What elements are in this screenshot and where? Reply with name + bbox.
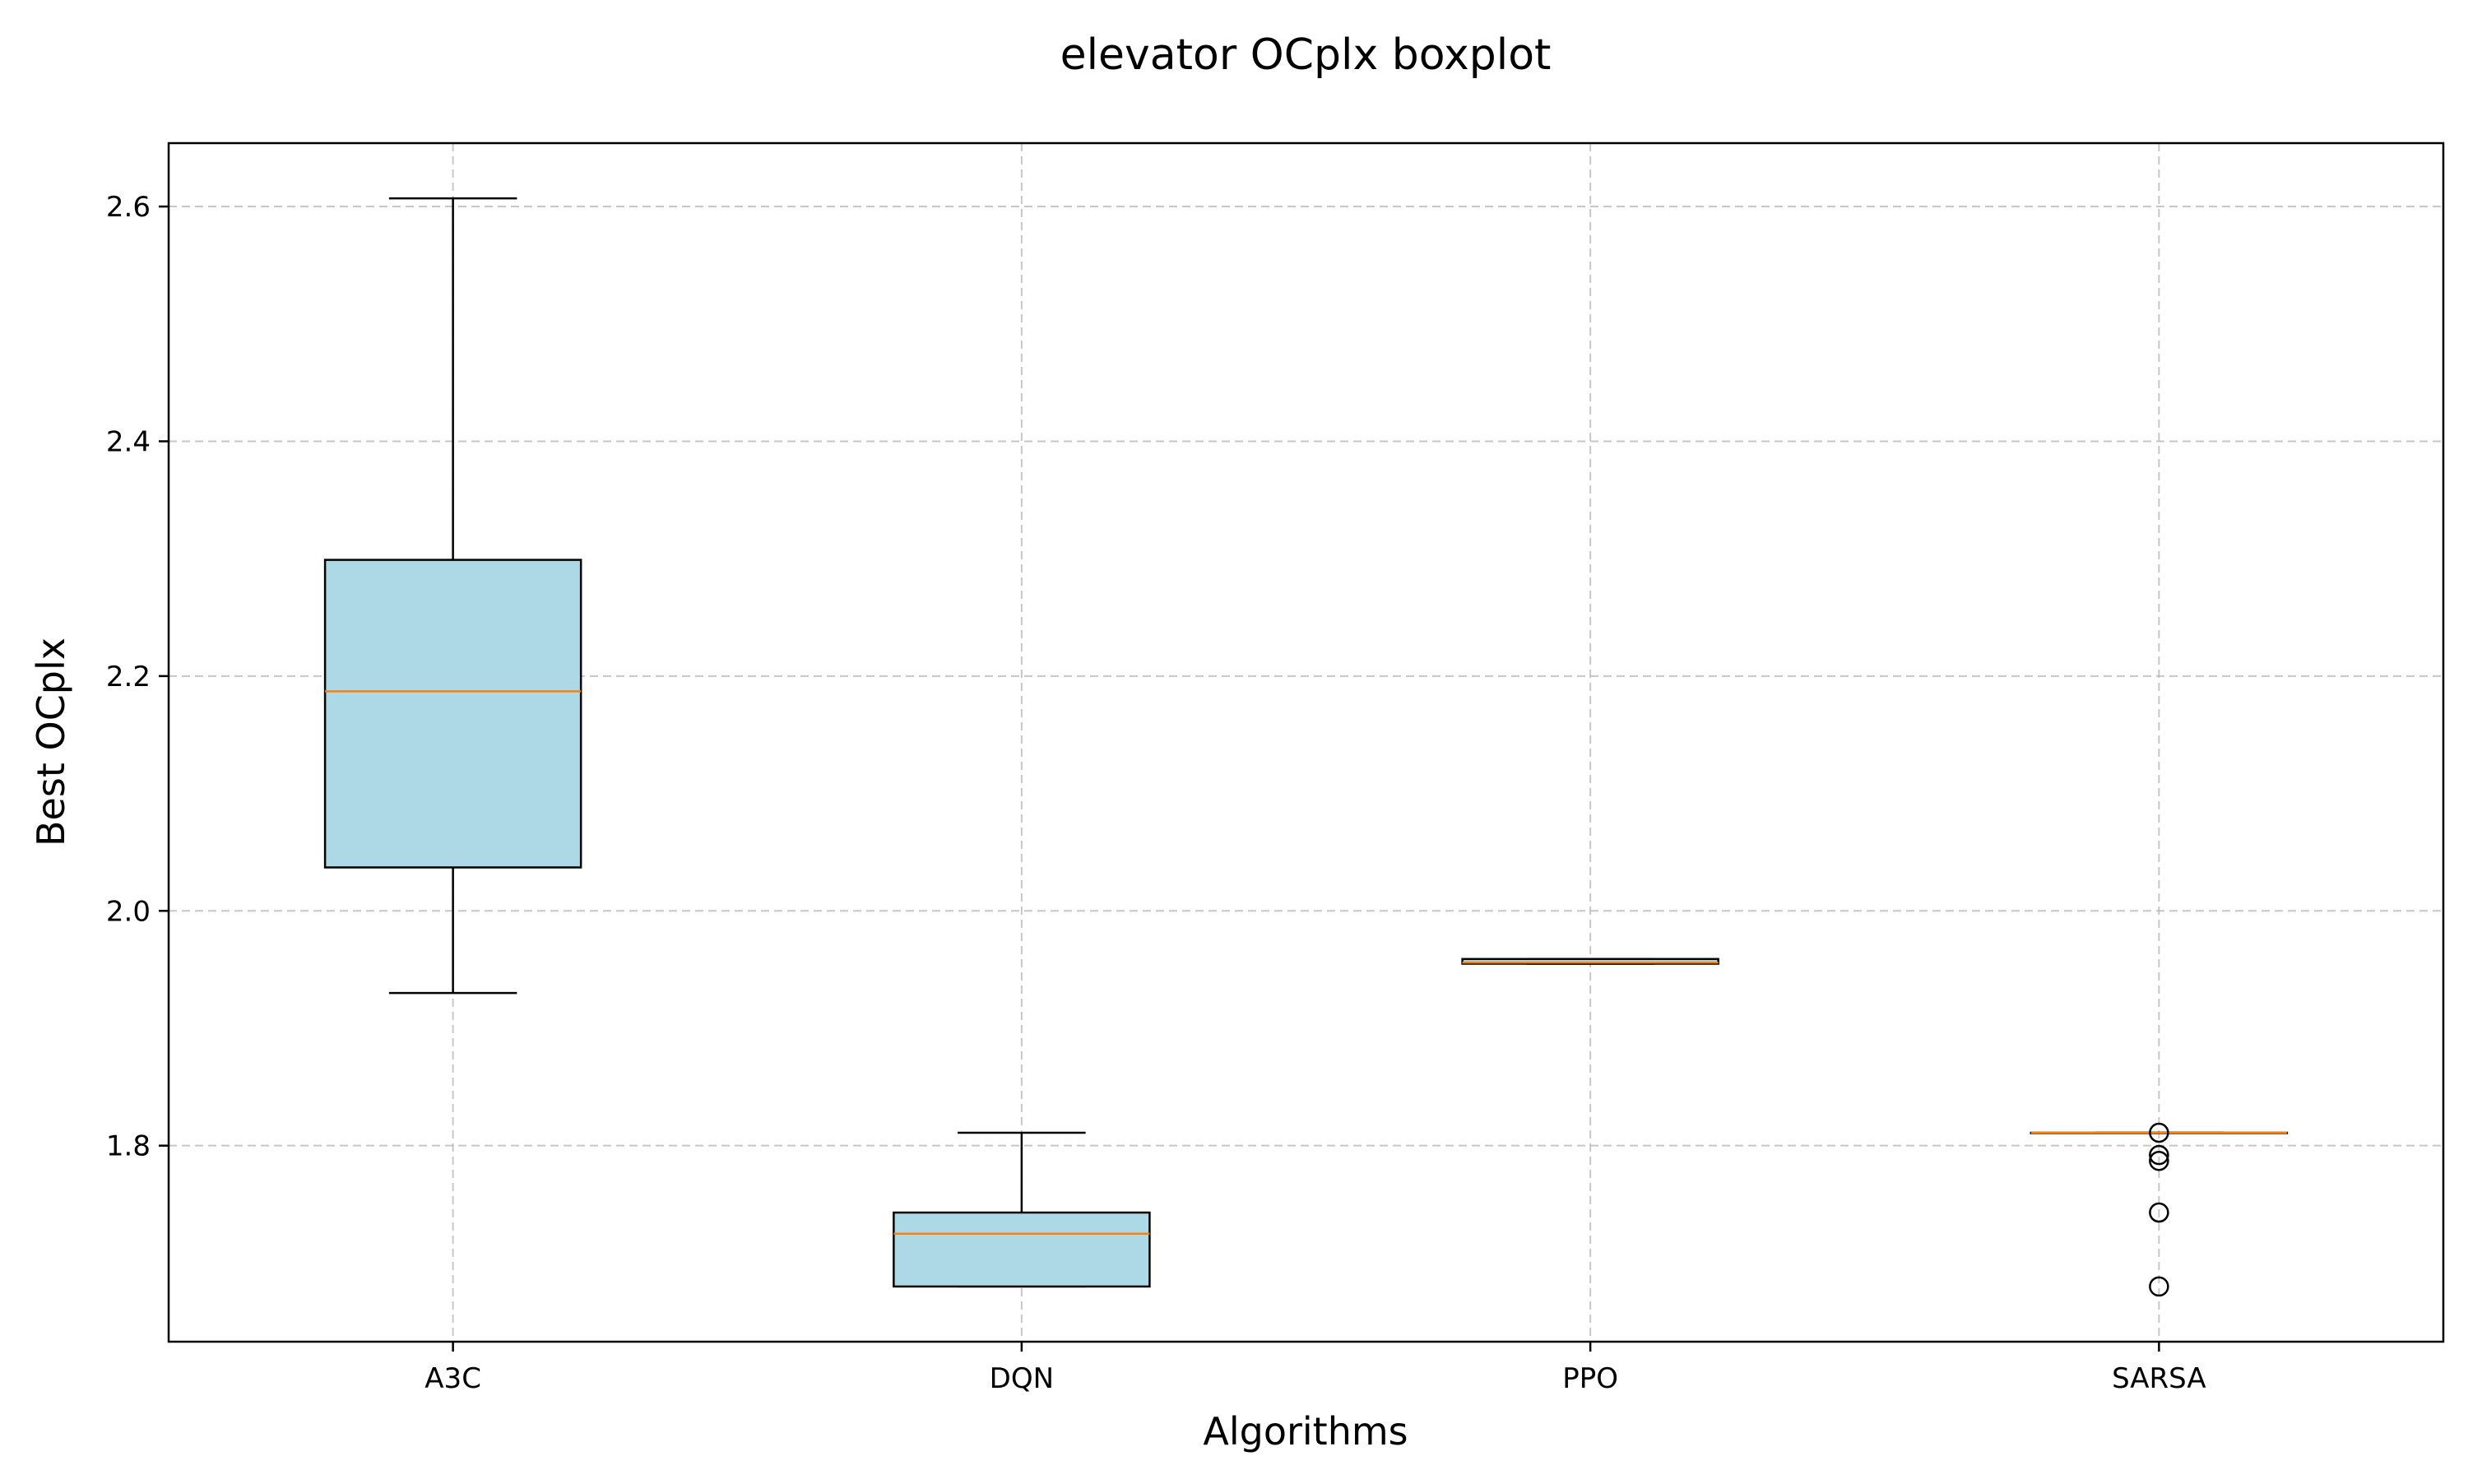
x-tick-label: PPO [1562,1362,1618,1395]
outlier-point [2149,1144,2169,1166]
box-body [893,1211,1151,1288]
grid-layer [169,143,2443,1342]
outlier-point [2149,1122,2169,1143]
box-body [323,559,582,869]
box-group-a3c [323,197,582,995]
tick-layer: 1.8 2.0 2.2 2.4 2.6 A3C DQN PPO SARSA [106,191,2206,1395]
box-group-ppo [1461,958,1719,965]
x-tick-label: DQN [990,1362,1054,1395]
plot-frame [167,141,2445,1343]
box-group-dqn [893,1131,1151,1288]
y-tick-label: 2.0 [106,895,151,928]
y-tick-label: 2.2 [106,661,151,693]
chart-title: elevator OCplx boxplot [1060,30,1552,80]
outlier-point [2149,1202,2169,1223]
x-tick-label: SARSA [2112,1362,2206,1395]
y-tick-label: 1.8 [106,1130,151,1163]
outlier-point [2149,1276,2169,1297]
x-tick-label: A3C [424,1362,481,1395]
x-axis-label: Algorithms [1203,1409,1408,1454]
y-axis-label: Best OCplx [29,638,73,846]
y-tick-label: 2.4 [106,425,151,458]
box-layer [323,197,2289,1297]
y-tick-label: 2.6 [106,191,151,224]
box-group-sarsa [2030,1122,2289,1297]
outlier-point [2149,1150,2169,1171]
box-body [1461,958,1719,965]
